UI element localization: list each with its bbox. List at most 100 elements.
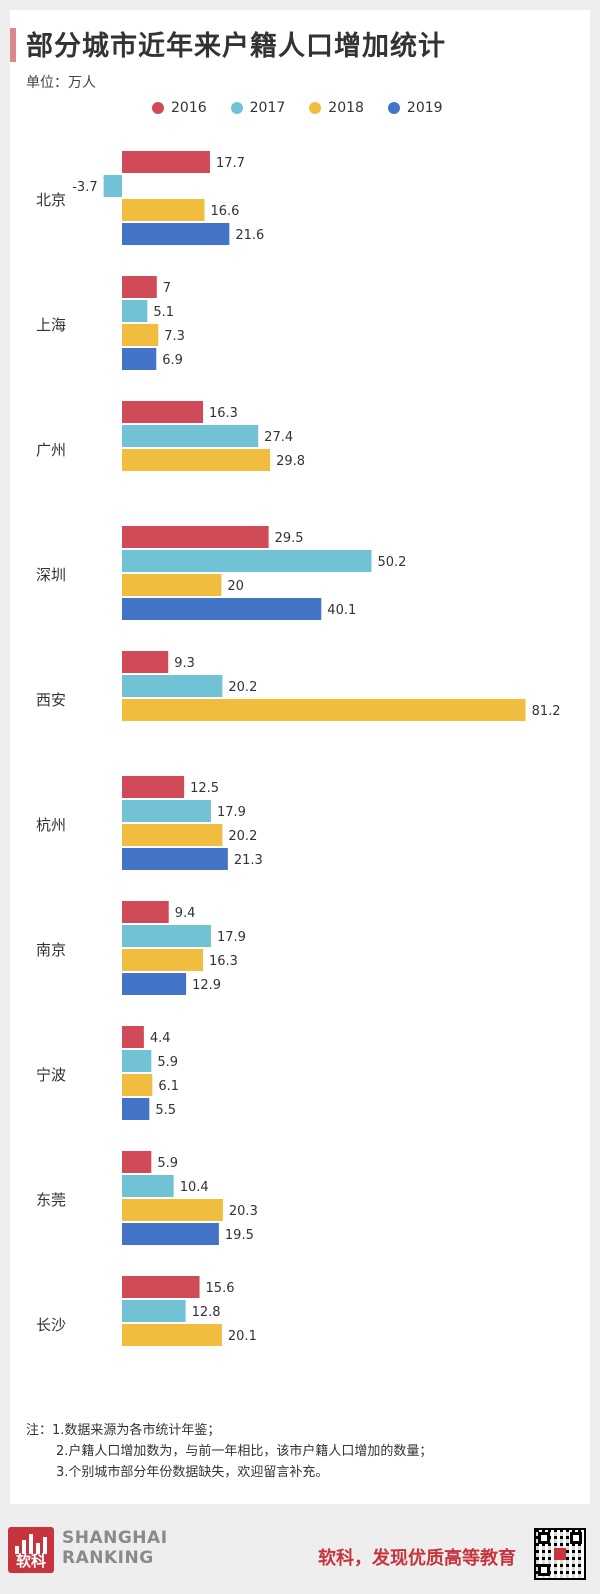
bar-2016 bbox=[122, 1026, 144, 1048]
legend-item-2018: 2018 bbox=[309, 100, 364, 116]
bar-2017 bbox=[122, 1050, 152, 1072]
footnotes: 注：1.数据来源为各市统计年鉴； 2.户籍人口增加数为，与前一年相比，该市户籍人… bbox=[26, 1420, 432, 1483]
legend-label-2017: 2017 bbox=[249, 100, 286, 116]
category-label: 深圳 bbox=[36, 566, 66, 584]
brand-line-2: RANKING bbox=[62, 1548, 154, 1568]
bar-2018 bbox=[122, 949, 204, 971]
data-label: 20.1 bbox=[228, 1329, 257, 1344]
bar-2018 bbox=[122, 199, 205, 221]
data-label: 12.5 bbox=[190, 781, 219, 796]
bar-2017 bbox=[103, 175, 122, 197]
bar-2016 bbox=[122, 526, 269, 548]
data-label: 12.8 bbox=[192, 1305, 221, 1320]
bar-2016 bbox=[122, 1276, 200, 1298]
title-accent-bar bbox=[10, 28, 16, 62]
data-label: 7.3 bbox=[164, 329, 185, 344]
unit-label: 单位：万人 bbox=[26, 75, 96, 91]
bar-2017 bbox=[122, 675, 223, 697]
data-label: 27.4 bbox=[264, 430, 293, 445]
data-label: 16.6 bbox=[211, 204, 240, 219]
logo-bars-icon bbox=[15, 1534, 47, 1554]
qr-code-icon[interactable] bbox=[534, 1528, 586, 1580]
category-label: 东莞 bbox=[36, 1191, 66, 1209]
bar-2016 bbox=[122, 401, 204, 423]
category-label: 西安 bbox=[36, 691, 66, 709]
legend-marker-2017 bbox=[230, 102, 243, 114]
legend-label-2016: 2016 bbox=[171, 100, 207, 116]
bar-2018 bbox=[122, 824, 223, 846]
bar-2017 bbox=[122, 1300, 186, 1322]
category-label: 上海 bbox=[36, 316, 66, 334]
data-label: 4.4 bbox=[150, 1031, 171, 1046]
footer: 软科 SHANGHAI RANKING 软科，发现优质高等教育 bbox=[0, 1512, 600, 1594]
bar-chart: 北京 17.7 -3.7 16.6 21.6 上海 7 5.1 7.3 6.9 广州 16.3 27.4… bbox=[36, 151, 561, 1346]
data-label: 40.1 bbox=[327, 603, 356, 618]
bar-2016 bbox=[122, 276, 157, 298]
data-label: 19.5 bbox=[225, 1228, 254, 1243]
logo-text: 软科 bbox=[15, 1552, 46, 1570]
bar-2017 bbox=[122, 300, 148, 322]
legend-item-2019: 2019 bbox=[387, 100, 443, 116]
bar-2019 bbox=[122, 223, 230, 245]
bar-2016 bbox=[122, 901, 169, 923]
bar-2019 bbox=[122, 1223, 219, 1245]
bar-2018 bbox=[122, 574, 222, 596]
category-label: 宁波 bbox=[36, 1066, 66, 1084]
data-label: 29.5 bbox=[275, 531, 304, 546]
data-label: 12.9 bbox=[192, 978, 221, 993]
footnote-2: 2.户籍人口增加数为，与前一年相比，该市户籍人口增加的数量； bbox=[56, 1444, 433, 1459]
bar-2016 bbox=[122, 151, 210, 173]
chart-card bbox=[10, 10, 590, 1504]
data-label: 5.9 bbox=[157, 1156, 178, 1171]
legend-label-2018: 2018 bbox=[328, 100, 364, 116]
data-label: 10.4 bbox=[180, 1180, 209, 1195]
footnote-1: 注：1.数据来源为各市统计年鉴； bbox=[26, 1423, 221, 1438]
legend-item-2017: 2017 bbox=[230, 100, 286, 116]
legend-label-2019: 2019 bbox=[406, 100, 443, 116]
data-label: 17.9 bbox=[217, 805, 246, 820]
data-label: 5.9 bbox=[157, 1055, 178, 1070]
data-label: 20 bbox=[227, 579, 244, 594]
category-label: 北京 bbox=[36, 191, 66, 209]
data-label: 21.3 bbox=[234, 853, 263, 868]
bar-2019 bbox=[122, 973, 187, 995]
bar-2019 bbox=[122, 1098, 150, 1120]
footnote-3: 3.个别城市部分年份数据缺失，欢迎留言补充。 bbox=[56, 1465, 329, 1480]
data-label: 9.4 bbox=[175, 906, 196, 921]
data-label: 17.9 bbox=[217, 930, 246, 945]
bar-2016 bbox=[122, 651, 169, 673]
data-label: 20.3 bbox=[229, 1204, 258, 1219]
bar-2018 bbox=[122, 1074, 153, 1096]
bar-2018 bbox=[122, 1199, 223, 1221]
brand-name: SHANGHAI RANKING bbox=[62, 1528, 168, 1568]
legend-marker-2018 bbox=[309, 102, 322, 114]
bar-2017 bbox=[122, 425, 259, 447]
data-label: 5.1 bbox=[153, 305, 174, 320]
data-label: 7 bbox=[163, 281, 171, 296]
bar-2017 bbox=[122, 1175, 174, 1197]
bar-2016 bbox=[122, 1151, 152, 1173]
data-label: 16.3 bbox=[209, 406, 238, 421]
legend-item-2016: 2016 bbox=[152, 100, 207, 116]
legend: 2016 2017 2018 2019 bbox=[152, 100, 443, 116]
data-label: 9.3 bbox=[174, 656, 195, 671]
bar-2018 bbox=[122, 699, 526, 721]
category-label: 南京 bbox=[36, 941, 66, 959]
data-label: 17.7 bbox=[216, 156, 245, 171]
bar-2017 bbox=[122, 925, 211, 947]
data-label: 50.2 bbox=[377, 555, 406, 570]
data-label: 6.9 bbox=[162, 353, 183, 368]
data-label: 20.2 bbox=[228, 680, 257, 695]
bar-2016 bbox=[122, 776, 185, 798]
data-label: 15.6 bbox=[206, 1281, 235, 1296]
category-label: 长沙 bbox=[36, 1316, 66, 1334]
category-label: 广州 bbox=[36, 441, 66, 459]
brand-line-1: SHANGHAI bbox=[62, 1528, 168, 1548]
bar-2018 bbox=[122, 324, 159, 346]
bar-2019 bbox=[122, 598, 322, 620]
data-label: 5.5 bbox=[155, 1103, 176, 1118]
legend-marker-2019 bbox=[387, 102, 400, 114]
category-label: 杭州 bbox=[36, 816, 66, 834]
bar-2017 bbox=[122, 550, 372, 572]
chart-title: 部分城市近年来户籍人口增加统计 bbox=[26, 31, 446, 62]
